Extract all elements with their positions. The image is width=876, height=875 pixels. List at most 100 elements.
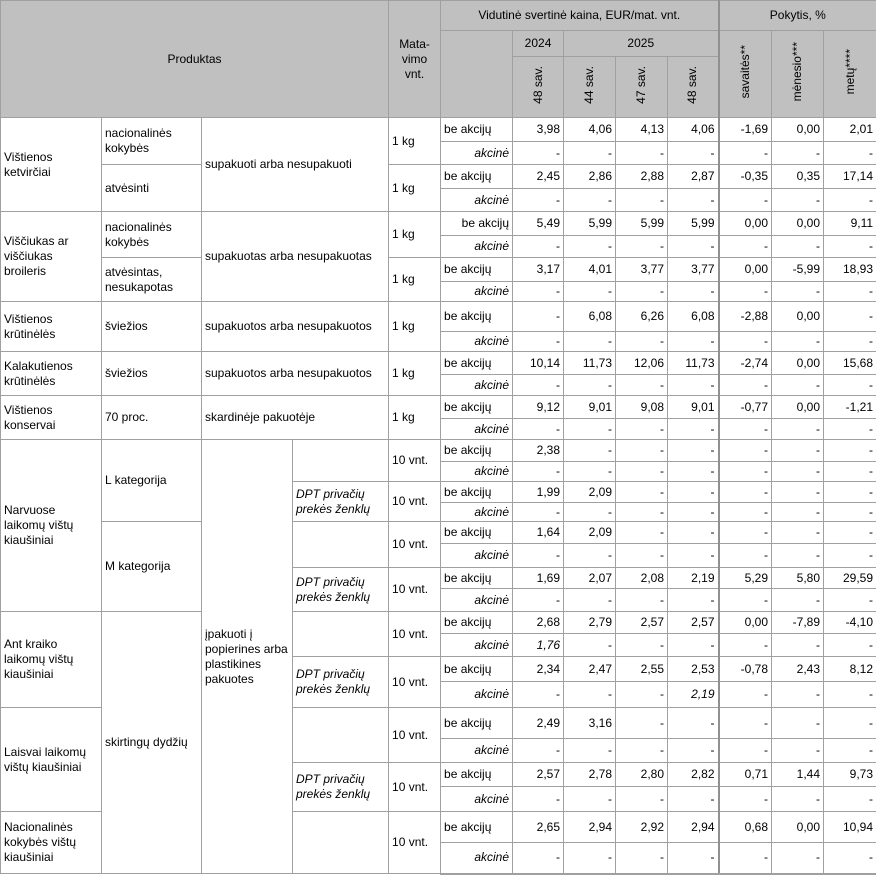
header-change-month: mėnesio***: [771, 30, 825, 118]
change-value: -: [823, 738, 876, 763]
price-type-label: be akcijų: [440, 301, 514, 332]
product-packaging: supakuotos arba nesupakuotos: [200, 301, 390, 352]
price-type-label: be akcijų: [440, 351, 514, 375]
table-row: Kalakutienos krūtinėlės šviežios supakuoto…: [0, 351, 876, 396]
price-value: 9,08: [615, 395, 669, 419]
header-week: 47 sav.: [615, 56, 669, 118]
header-week: 44 sav.: [563, 56, 617, 118]
price-value: -: [512, 301, 565, 332]
price-type-label: be akcijų: [440, 762, 514, 787]
price-value: 2,38: [512, 439, 565, 462]
price-value: -: [667, 141, 720, 165]
table-row: akcinė - - - - - - -: [1, 374, 876, 396]
change-value: -: [823, 439, 876, 462]
price-value: -: [615, 331, 669, 352]
unit: 10 vnt.: [388, 439, 442, 482]
price-value: 10,14: [512, 351, 565, 375]
price-value: -: [563, 281, 617, 302]
product-name: Vištienos konservai: [0, 395, 102, 440]
price-value: 4,01: [563, 257, 617, 282]
product-variant: skirtingų dydžių: [101, 611, 202, 874]
table-row: akcinė - - - - - - -: [1, 738, 876, 763]
price-value: -: [667, 331, 720, 352]
product-name: Vištienos krūtinėlės: [0, 301, 102, 352]
unit: 10 vnt.: [388, 521, 442, 568]
change-value: 0,00: [718, 611, 773, 634]
price-type-label: be akcijų: [440, 521, 514, 544]
change-value: 2,01: [823, 117, 876, 142]
product-packaging: supakuotas arba nesupakuotas: [200, 211, 390, 302]
price-value: -: [563, 633, 617, 657]
price-type-label: akcinė: [440, 281, 514, 302]
product-brand: DPT privačių prekės ženklų: [291, 481, 390, 522]
price-value: -: [615, 502, 669, 522]
price-value: -: [563, 681, 617, 708]
price-value: 3,16: [563, 707, 617, 739]
price-value: -: [667, 439, 720, 462]
table-row: akcinė - - - - - - -: [1, 188, 876, 212]
change-value: -: [771, 374, 825, 396]
header-blank: [440, 30, 514, 118]
price-value: 2,78: [563, 762, 617, 787]
change-value: -: [823, 331, 876, 352]
change-value: 0,71: [718, 762, 773, 787]
table-row: akcinė - - -2,19- - -: [1, 681, 876, 708]
change-value: -: [823, 633, 876, 657]
price-type-label: be akcijų: [440, 395, 514, 419]
product-packaging: įpakuoti į popierines arba plastikines p…: [201, 439, 293, 874]
change-value: -: [718, 707, 773, 739]
table-row: akcinė 1,76- - - - - -: [1, 633, 876, 657]
price-value: -: [667, 188, 720, 212]
change-value: 0,00: [771, 395, 825, 419]
price-value: -: [667, 481, 720, 503]
change-value: -: [823, 141, 876, 165]
price-type-label: akcinė: [440, 418, 514, 440]
change-value: -: [771, 521, 825, 544]
change-value: -1,69: [718, 117, 773, 142]
change-value: -: [823, 235, 876, 258]
price-value: 2,86: [563, 164, 617, 189]
product-variant: nacionalinės kokybės: [101, 117, 202, 165]
product-brand: DPT privačių prekės ženklų: [291, 656, 390, 708]
change-value: -: [771, 141, 825, 165]
product-variant: atvėsintas, nesukapotas: [101, 257, 202, 302]
change-value: -: [823, 521, 876, 544]
price-type-label: be akcijų: [440, 656, 514, 682]
price-value: -: [615, 461, 669, 482]
price-value: 9,12: [512, 395, 565, 419]
price-value: -: [512, 543, 565, 568]
price-type-label: be akcijų: [440, 611, 514, 634]
product-brand: [291, 811, 390, 874]
price-value: -: [615, 842, 669, 875]
change-value: -: [718, 521, 773, 544]
price-value: -: [667, 738, 720, 763]
price-type-label: be akcijų: [440, 481, 514, 503]
product-packaging: supakuotos arba nesupakuotos: [200, 351, 390, 396]
change-value: -: [718, 141, 773, 165]
table-row: akcinė - - - - - - -: [1, 588, 876, 612]
price-value: 3,98: [512, 117, 565, 142]
change-value: -: [823, 374, 876, 396]
price-value: -: [615, 235, 669, 258]
price-value: 3,77: [615, 257, 669, 282]
price-value: -: [563, 188, 617, 212]
product-name: Viščiukas ar viščiukas broileris: [0, 211, 102, 302]
header-avg-price: Vidutinė svertinė kaina, EUR/mat. vnt.: [440, 0, 720, 31]
change-value: 5,80: [771, 567, 825, 589]
price-value: -: [667, 543, 720, 568]
price-value: -: [563, 235, 617, 258]
price-value: -: [667, 521, 720, 544]
price-value: -: [615, 141, 669, 165]
change-value: -1,21: [823, 395, 876, 419]
price-type-label: akcinė: [440, 588, 514, 612]
price-value: 4,06: [667, 117, 720, 142]
product-packaging: skardinėje pakuotėje: [200, 395, 390, 440]
price-type-label: akcinė: [440, 633, 514, 657]
product-brand: [291, 521, 390, 568]
price-value: -: [512, 235, 565, 258]
price-value: -: [563, 786, 617, 812]
price-value: 2,09: [563, 521, 617, 544]
price-value: -: [615, 633, 669, 657]
price-value: -: [563, 461, 617, 482]
unit: 1 kg: [388, 164, 442, 212]
